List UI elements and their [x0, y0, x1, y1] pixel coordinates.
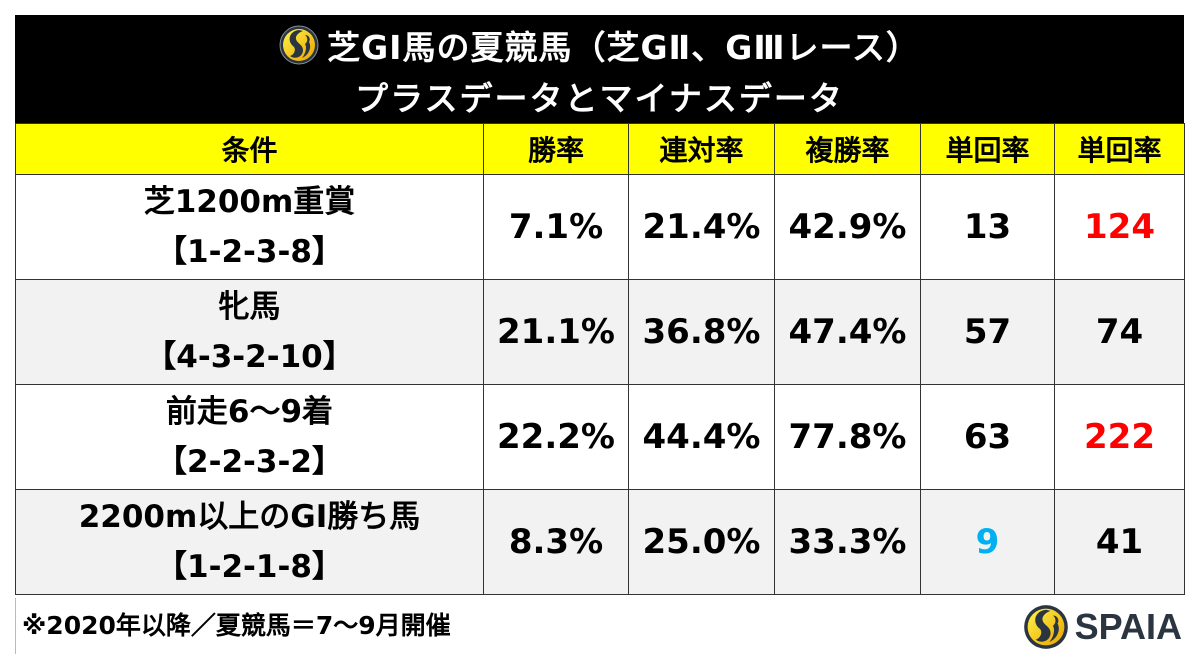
condition-cell: 芝1200m重賞 【1-2-3-8】: [15, 174, 484, 280]
table-row: 2200m以上のGⅠ勝ち馬 【1-2-1-8】 8.3% 25.0% 33.3%…: [15, 489, 1185, 595]
header-place2-rate: 連対率: [628, 123, 775, 175]
condition-label: 前走6～9着: [165, 394, 334, 430]
brand-logo: SPAIA: [1023, 604, 1182, 650]
table-row: 前走6～9着 【2-2-3-2】 22.2% 44.4% 77.8% 63 22…: [15, 384, 1185, 490]
condition-cell: 前走6～9着 【2-2-3-2】: [15, 384, 484, 490]
win-rate-cell: 22.2%: [483, 384, 629, 490]
place2-rate-cell: 25.0%: [628, 489, 775, 595]
return-rate-1-cell: 63: [920, 384, 1055, 490]
record-label: 【1-2-1-8】: [156, 549, 343, 585]
return-rate-2-cell: 124: [1054, 174, 1185, 280]
title-block: 芝GⅠ馬の夏競馬（芝GⅡ、GⅢレース） プラスデータとマイナスデータ: [15, 15, 1184, 123]
header-return-rate-1: 単回率: [920, 123, 1055, 175]
title-line-1: 芝GⅠ馬の夏競馬（芝GⅡ、GⅢレース）: [15, 21, 1184, 69]
record-label: 【4-3-2-10】: [145, 339, 354, 375]
return-rate-1-cell: 9: [920, 489, 1055, 595]
table-container: 芝GⅠ馬の夏競馬（芝GⅡ、GⅢレース） プラスデータとマイナスデータ 条件 勝率…: [15, 15, 1185, 595]
table-header-row: 条件 勝率 連対率 複勝率 単回率 単回率: [15, 123, 1185, 175]
header-show-rate: 複勝率: [774, 123, 921, 175]
return-rate-1-cell: 13: [920, 174, 1055, 280]
record-label: 【2-2-3-2】: [156, 444, 343, 480]
subtitle-text: プラスデータとマイナスデータ: [355, 79, 844, 118]
record-label: 【1-2-3-8】: [156, 234, 343, 270]
condition-label: 牝馬: [218, 289, 281, 325]
condition-label: 芝1200m重賞: [143, 184, 356, 220]
header-win-rate: 勝率: [483, 123, 629, 175]
table-row: 牝馬 【4-3-2-10】 21.1% 36.8% 47.4% 57 74: [15, 279, 1185, 385]
footnote: ※2020年以降／夏競馬＝7～9月開催: [22, 611, 451, 640]
win-rate-cell: 8.3%: [483, 489, 629, 595]
place2-rate-cell: 21.4%: [628, 174, 775, 280]
win-rate-cell: 21.1%: [483, 279, 629, 385]
show-rate-cell: 77.8%: [774, 384, 921, 490]
place2-rate-cell: 36.8%: [628, 279, 775, 385]
brand-name: SPAIA: [1074, 606, 1182, 647]
return-rate-2-cell: 222: [1054, 384, 1185, 490]
stats-table: 条件 勝率 連対率 複勝率 単回率 単回率 芝1200m重賞 【1-2-3-8】…: [15, 123, 1185, 595]
condition-cell: 牝馬 【4-3-2-10】: [15, 279, 484, 385]
table-row: 芝1200m重賞 【1-2-3-8】 7.1% 21.4% 42.9% 13 1…: [15, 174, 1185, 280]
condition-cell: 2200m以上のGⅠ勝ち馬 【1-2-1-8】: [15, 489, 484, 595]
frame-edge: [15, 598, 16, 654]
spaia-logo-icon: [279, 25, 319, 65]
condition-label: 2200m以上のGⅠ勝ち馬: [78, 499, 421, 535]
show-rate-cell: 42.9%: [774, 174, 921, 280]
title-text: 芝GⅠ馬の夏競馬（芝GⅡ、GⅢレース）: [327, 28, 920, 67]
win-rate-cell: 7.1%: [483, 174, 629, 280]
return-rate-2-cell: 74: [1054, 279, 1185, 385]
show-rate-cell: 33.3%: [774, 489, 921, 595]
header-return-rate-2: 単回率: [1054, 123, 1185, 175]
return-rate-1-cell: 57: [920, 279, 1055, 385]
place2-rate-cell: 44.4%: [628, 384, 775, 490]
show-rate-cell: 47.4%: [774, 279, 921, 385]
return-rate-2-cell: 41: [1054, 489, 1185, 595]
spaia-logo-icon: [1023, 605, 1068, 649]
header-condition: 条件: [15, 123, 484, 175]
